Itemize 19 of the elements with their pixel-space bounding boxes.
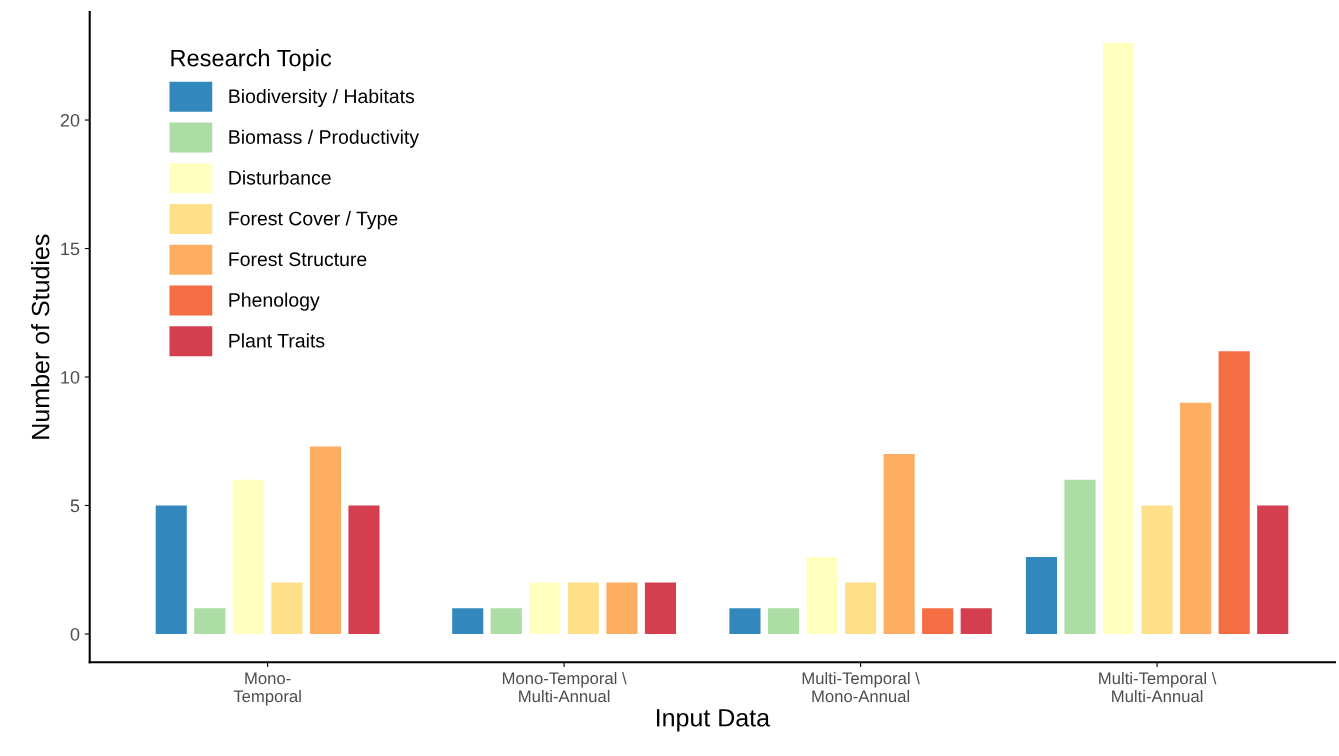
legend-label: Biodiversity / Habitats (229, 88, 415, 108)
x-tick-label: Mono-Temporal \ Multi-Annual (502, 671, 627, 703)
legend-label: Biomass / Productivity (229, 129, 420, 148)
legend-label: Disturbance (229, 170, 331, 185)
legend-title: Research Topic (171, 49, 332, 72)
legend-label: Forest Cover / Type (229, 211, 398, 230)
y-tick-label: 0 (70, 627, 80, 641)
y-tick-label: 20 (60, 113, 80, 127)
legend-label: Forest Structure (229, 252, 367, 267)
y-axis-title: Number of Studies (31, 234, 50, 439)
x-tick-label: Mono- Temporal (233, 672, 301, 706)
x-tick-label: Multi-Temporal \ Mono-Annual (802, 671, 920, 703)
y-tick-label: 10 (61, 370, 80, 384)
y-tick-label: 5 (70, 499, 80, 513)
legend-label: Phenology (229, 292, 320, 311)
y-tick-label: 15 (61, 242, 80, 256)
x-axis-title: Input Data (656, 709, 771, 732)
legend-label: Plant Traits (229, 333, 325, 348)
x-tick-label: Multi-Temporal \ Multi-Annual (1099, 671, 1217, 703)
